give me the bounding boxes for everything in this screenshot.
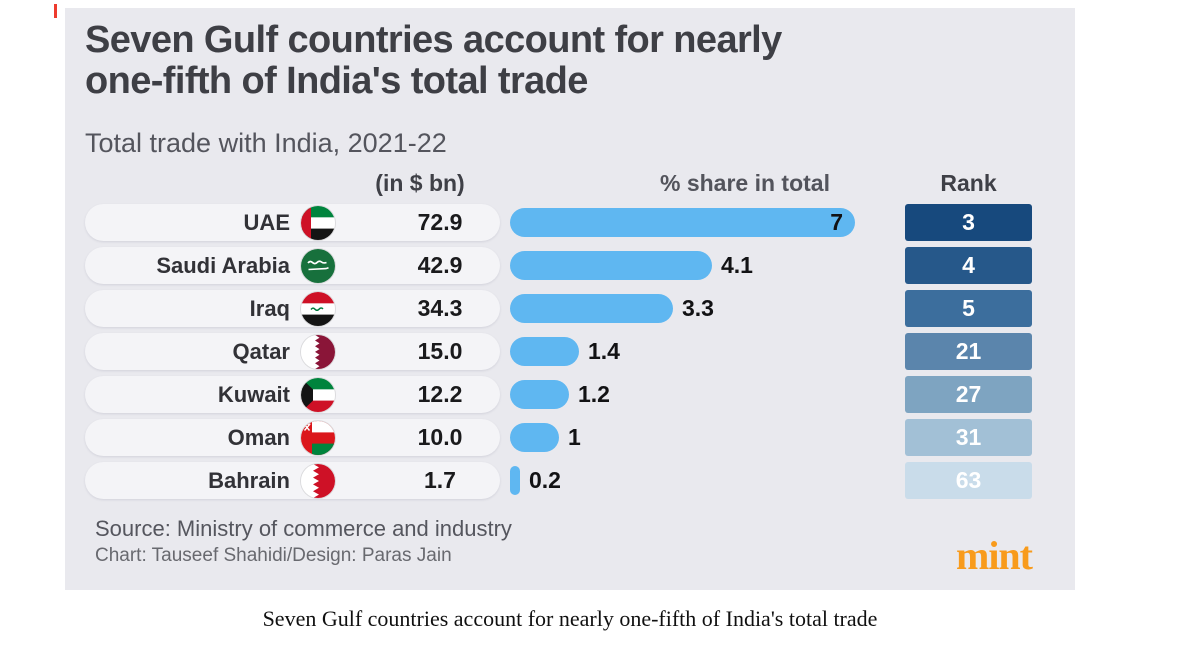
share-bar bbox=[510, 423, 559, 452]
image-caption: Seven Gulf countries account for nearly … bbox=[262, 606, 878, 631]
share-label: 1 bbox=[568, 424, 581, 450]
country-label: Iraq bbox=[249, 295, 290, 321]
share-bar bbox=[510, 466, 520, 495]
share-bar-cell: 3.3 bbox=[510, 294, 714, 323]
table-row: Qatar 15.0 1.4 21 bbox=[65, 330, 1075, 373]
kuwait-flag-icon bbox=[301, 377, 335, 412]
share-label: 3.3 bbox=[682, 295, 714, 321]
country-label: UAE bbox=[243, 209, 290, 235]
red-marker bbox=[54, 4, 57, 18]
trade-value: 15.0 bbox=[417, 338, 463, 364]
country-label: Kuwait bbox=[217, 381, 290, 407]
rank-label: 4 bbox=[962, 252, 975, 278]
table-row: Saudi Arabia 42.9 4.1 4 bbox=[65, 244, 1075, 287]
rank-label: 27 bbox=[955, 381, 982, 407]
trade-value: 1.7 bbox=[424, 467, 456, 493]
trade-value: 42.9 bbox=[417, 252, 463, 278]
bahrain-flag-icon bbox=[301, 463, 335, 498]
share-bar-cell: 0.2 bbox=[510, 466, 561, 495]
table-row: UAE 72.9 7 3 bbox=[65, 201, 1075, 244]
country-label: Saudi Arabia bbox=[156, 252, 290, 278]
rank-label: 21 bbox=[955, 338, 982, 364]
credit-text: Chart: Tauseef Shahidi/Design: Paras Jai… bbox=[95, 545, 452, 566]
share-bar: 7 bbox=[510, 208, 855, 237]
rank-cell: 27 bbox=[905, 376, 1032, 413]
country-label: Bahrain bbox=[208, 467, 290, 493]
row-pill: Bahrain 1.7 bbox=[85, 462, 500, 499]
column-header-share: % share in total bbox=[660, 170, 830, 196]
rank-cell: 21 bbox=[905, 333, 1032, 370]
row-pill: Kuwait 12.2 bbox=[85, 376, 500, 413]
source-text: Source: Ministry of commerce and industr… bbox=[95, 516, 512, 541]
row-pill: Iraq 34.3 bbox=[85, 290, 500, 327]
chart-title: Seven Gulf countries account for nearly … bbox=[85, 20, 782, 102]
rank-label: 5 bbox=[962, 295, 975, 321]
share-bar-cell: 1.2 bbox=[510, 380, 610, 409]
rank-cell: 31 bbox=[905, 419, 1032, 456]
share-label: 1.4 bbox=[588, 338, 620, 364]
share-label: 4.1 bbox=[721, 252, 753, 278]
share-bar-cell: 7 bbox=[510, 208, 855, 237]
rank-cell: 63 bbox=[905, 462, 1032, 499]
rank-label: 3 bbox=[962, 209, 975, 235]
table-body: UAE 72.9 7 3 Saudi Arabia bbox=[65, 201, 1075, 502]
table-row: Bahrain 1.7 0.2 63 bbox=[65, 459, 1075, 502]
row-pill: UAE 72.9 bbox=[85, 204, 500, 241]
rank-cell: 3 bbox=[905, 204, 1032, 241]
oman-flag-icon bbox=[301, 420, 335, 455]
rank-cell: 5 bbox=[905, 290, 1032, 327]
chart-title-line1: Seven Gulf countries account for nearly bbox=[85, 19, 782, 61]
share-bar bbox=[510, 380, 569, 409]
rank-label: 63 bbox=[955, 467, 982, 493]
share-bar-cell: 4.1 bbox=[510, 251, 753, 280]
row-pill: Qatar 15.0 bbox=[85, 333, 500, 370]
share-label: 0.2 bbox=[529, 467, 561, 493]
share-bar-cell: 1 bbox=[510, 423, 581, 452]
share-label: 7 bbox=[830, 209, 843, 235]
share-bar bbox=[510, 337, 579, 366]
table-row: Oman 10.0 1 31 bbox=[65, 416, 1075, 459]
country-label: Qatar bbox=[232, 338, 290, 364]
row-pill: Saudi Arabia 42.9 bbox=[85, 247, 500, 284]
row-pill: Oman 10.0 bbox=[85, 419, 500, 456]
uae-flag-icon bbox=[301, 205, 335, 240]
table-row: Iraq 34.3 3.3 5 bbox=[65, 287, 1075, 330]
chart-title-line2: one-fifth of India's total trade bbox=[85, 60, 588, 102]
share-bar bbox=[510, 251, 712, 280]
share-bar bbox=[510, 294, 673, 323]
qatar-flag-icon bbox=[301, 334, 335, 369]
rank-label: 31 bbox=[955, 424, 982, 450]
share-label: 1.2 bbox=[578, 381, 610, 407]
iraq-flag-icon bbox=[301, 291, 335, 326]
table-row: Kuwait 12.2 1.2 27 bbox=[65, 373, 1075, 416]
trade-value: 72.9 bbox=[417, 209, 463, 235]
trade-value: 10.0 bbox=[417, 424, 463, 450]
column-header-rank: Rank bbox=[940, 170, 997, 196]
chart-card: Seven Gulf countries account for nearly … bbox=[65, 8, 1075, 590]
country-label: Oman bbox=[227, 424, 290, 450]
chart-subtitle: Total trade with India, 2021-22 bbox=[85, 128, 447, 158]
column-header-value: (in $ bn) bbox=[375, 170, 465, 196]
share-bar-cell: 1.4 bbox=[510, 337, 620, 366]
saudi-arabia-flag-icon bbox=[301, 248, 335, 283]
trade-value: 12.2 bbox=[417, 381, 463, 407]
trade-value: 34.3 bbox=[417, 295, 463, 321]
mint-logo: mint bbox=[956, 533, 1033, 578]
rank-cell: 4 bbox=[905, 247, 1032, 284]
